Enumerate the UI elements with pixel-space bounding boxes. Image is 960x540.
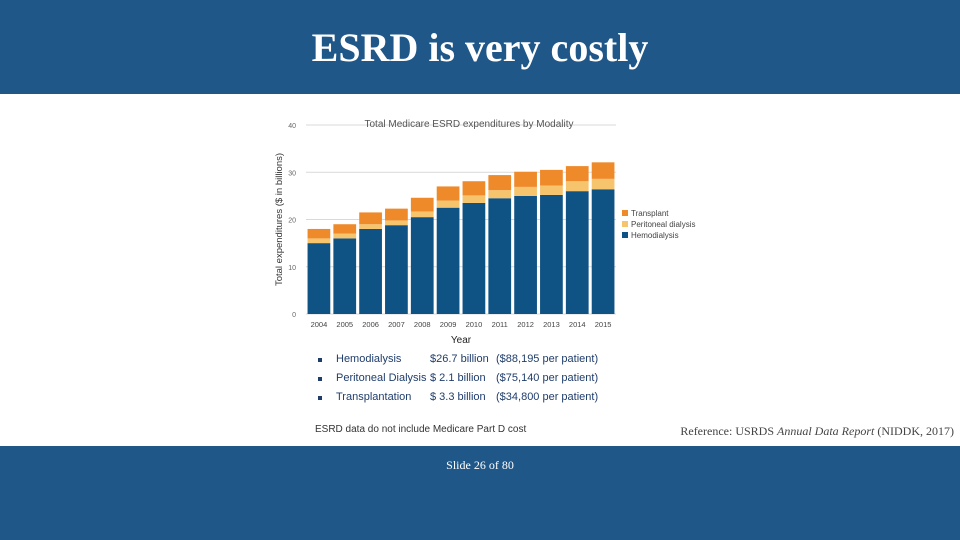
x-tick-label: 2014 [569, 320, 586, 329]
bar-segment-peritoneal-dialysis [591, 178, 615, 190]
x-tick-label: 2004 [311, 320, 328, 329]
bar-segment-peritoneal-dialysis [436, 200, 460, 208]
slide-title: ESRD is very costly [311, 25, 649, 70]
x-tick-label: 2006 [362, 320, 379, 329]
reference-title: Annual Data Report [777, 424, 875, 438]
x-tick-label: 2009 [440, 320, 457, 329]
bar-segment-peritoneal-dialysis [565, 181, 589, 192]
bar-segment-hemodialysis [514, 195, 537, 314]
bar-segment-transplant [436, 186, 460, 201]
per-patient-cost: ($75,140 per patient) [496, 372, 599, 384]
bar-segment-peritoneal-dialysis [514, 186, 537, 196]
y-tick-label: 40 [288, 123, 296, 130]
y-axis-label: Total expenditures ($ in billions) [274, 153, 285, 286]
per-patient-cost: ($34,800 per patient) [496, 391, 599, 403]
x-tick-label: 2007 [388, 320, 405, 329]
bullet-icon [318, 358, 322, 362]
legend-swatch [622, 210, 628, 216]
bar-segment-peritoneal-dialysis [410, 211, 434, 218]
bar-segment-peritoneal-dialysis [333, 233, 357, 239]
bullet-icon [318, 396, 322, 400]
x-tick-label: 2015 [595, 320, 612, 329]
bar-segment-transplant [540, 169, 563, 186]
modality-label: Hemodialysis [336, 353, 402, 365]
x-tick-label: 2013 [543, 320, 560, 329]
cost-amount: $ 2.1 billion [430, 372, 486, 384]
y-tick-label: 20 [288, 218, 296, 225]
legend-label: Peritoneal dialysis [631, 220, 695, 229]
x-tick-label: 2010 [466, 320, 483, 329]
bar-segment-transplant [385, 208, 408, 221]
bar-segment-hemodialysis [565, 191, 589, 314]
x-tick-label: 2005 [336, 320, 353, 329]
modality-label: Peritoneal Dialysis [336, 372, 427, 384]
bar-segment-hemodialysis [410, 217, 434, 314]
stacked-bar-chart: 0 10 20 30 40 Total Medicare ESRD expenditure… [274, 119, 695, 346]
reference-citation: Reference: USRDS Annual Data Report (NID… [680, 424, 954, 439]
bar-segment-hemodialysis [488, 198, 512, 314]
bar-segment-transplant [591, 162, 615, 179]
bar-segment-hemodialysis [333, 238, 357, 314]
footer-band [0, 446, 960, 540]
bar-segment-transplant [488, 175, 512, 191]
bar-segment-peritoneal-dialysis [307, 238, 331, 244]
bar-segment-transplant [410, 197, 434, 212]
bar-segment-hemodialysis [591, 189, 615, 314]
bar-segment-transplant [514, 171, 537, 187]
x-tick-label: 2012 [517, 320, 534, 329]
x-axis-label: Year [451, 335, 472, 346]
x-tick-label: 2008 [414, 320, 431, 329]
bar-segment-peritoneal-dialysis [488, 190, 512, 199]
cost-amount: $26.7 billion [430, 353, 489, 365]
bar-segment-hemodialysis [436, 207, 460, 314]
bar-segment-hemodialysis [307, 243, 331, 314]
bar-segment-hemodialysis [462, 202, 486, 314]
bar-segment-transplant [359, 212, 382, 225]
title-band [0, 0, 960, 94]
bar-segment-peritoneal-dialysis [540, 185, 563, 195]
bar-segment-peritoneal-dialysis [359, 224, 382, 229]
bar-segment-peritoneal-dialysis [462, 195, 486, 203]
y-tick-label: 10 [288, 265, 296, 272]
reference-suffix: (NIDDK, 2017) [874, 424, 954, 438]
cost-amount: $ 3.3 billion [430, 391, 486, 403]
bar-segment-transplant [307, 228, 331, 239]
legend-swatch [622, 221, 628, 227]
chart-title: Total Medicare ESRD expenditures by Moda… [365, 119, 574, 130]
y-tick-label: 0 [292, 312, 296, 319]
bar-segment-transplant [333, 224, 357, 234]
bar-segment-transplant [565, 166, 589, 182]
reference-prefix: Reference: USRDS [680, 424, 778, 438]
legend-swatch [622, 232, 628, 238]
bar-segment-transplant [462, 181, 486, 196]
bullet-icon [318, 377, 322, 381]
legend-label: Transplant [631, 209, 669, 218]
footnote: ESRD data do not include Medicare Part D… [315, 424, 527, 435]
x-tick-label: 2011 [492, 320, 508, 329]
per-patient-cost: ($88,195 per patient) [496, 353, 599, 365]
chart-container: 0 10 20 30 40 Total Medicare ESRD expenditure… [270, 108, 710, 438]
bar-segment-hemodialysis [359, 228, 382, 314]
legend-label: Hemodialysis [631, 231, 679, 240]
bar-segment-peritoneal-dialysis [385, 220, 408, 226]
slide-number: Slide 26 of 80 [446, 458, 514, 472]
bar-segment-hemodialysis [540, 194, 563, 314]
bar-segment-hemodialysis [385, 225, 408, 314]
modality-label: Transplantation [336, 391, 412, 403]
y-tick-label: 30 [288, 170, 296, 177]
